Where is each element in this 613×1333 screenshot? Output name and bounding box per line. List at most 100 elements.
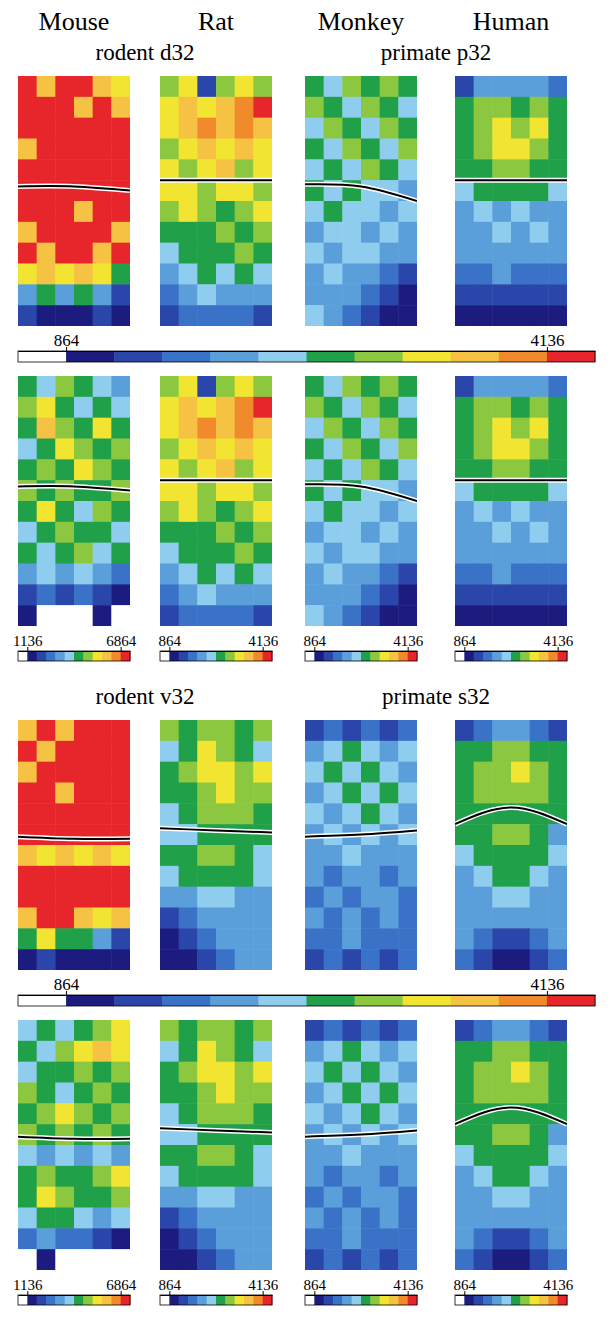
heatmap-cell — [37, 1083, 56, 1104]
heatmap-cell — [492, 418, 511, 439]
heatmap-cell — [197, 97, 216, 118]
heatmap-cell — [305, 522, 324, 543]
heatmap-cell — [55, 118, 74, 139]
heatmap-cell — [235, 949, 254, 970]
heatmap-cell — [455, 1145, 474, 1166]
heatmap-cell — [93, 201, 112, 222]
group-title: rodent v32 — [95, 684, 194, 709]
heatmap-cell — [197, 439, 216, 460]
colorbar-segment — [342, 651, 352, 661]
boundary-line — [160, 828, 272, 832]
heatmap-cell — [324, 284, 343, 305]
heatmap-cell — [305, 139, 324, 160]
heatmap-cell — [253, 584, 272, 605]
heatmap-cell — [216, 76, 235, 97]
heatmap-cell — [160, 1062, 179, 1083]
heatmap-cell — [37, 887, 56, 908]
tick-label: 6864 — [106, 633, 136, 649]
heatmap-cell — [74, 949, 93, 970]
heatmap-cell — [548, 97, 567, 118]
heatmap-cell — [55, 480, 74, 501]
heatmap-cell — [197, 720, 216, 741]
colorbar-segment — [511, 651, 521, 661]
heatmap-cell — [361, 97, 380, 118]
heatmap-cell — [305, 1145, 324, 1166]
heatmap-cell — [37, 118, 56, 139]
heatmap-cell — [474, 584, 493, 605]
heatmap-cell — [530, 845, 549, 866]
heatmap-cell — [160, 480, 179, 501]
heatmap-cell — [74, 866, 93, 887]
heatmap-cell — [455, 284, 474, 305]
heatmap-cell — [324, 1103, 343, 1124]
heatmap-cell — [160, 1166, 179, 1187]
heatmap-cell — [474, 159, 493, 180]
boundary-line — [160, 1128, 272, 1132]
heatmap-cell — [216, 439, 235, 460]
heatmap-cell — [253, 928, 272, 949]
heatmap-cell — [492, 76, 511, 97]
heatmap-cell — [74, 1041, 93, 1062]
heatmap-cell — [179, 1062, 198, 1083]
heatmap-cell — [474, 522, 493, 543]
heatmap-cell — [361, 139, 380, 160]
heatmap-cell — [492, 459, 511, 480]
tick: 4136 — [530, 975, 564, 995]
colorbar-axis: 8644136 — [19, 975, 596, 996]
heatmap-cell — [342, 1062, 361, 1083]
heatmap-cell — [548, 783, 567, 804]
heatmap-cell — [361, 762, 380, 783]
heatmap-cell — [160, 305, 179, 326]
tick: 864 — [54, 331, 80, 351]
column-title: Monkey — [318, 7, 405, 36]
heatmap-cell — [548, 418, 567, 439]
heatmap-cell — [93, 118, 112, 139]
colorbar — [160, 1295, 273, 1305]
heatmap-cell — [235, 1187, 254, 1208]
heatmap-cell — [492, 949, 511, 970]
heatmap-cell — [55, 584, 74, 605]
heatmap-cell — [253, 866, 272, 887]
colorbar-segment — [398, 1295, 408, 1305]
heatmap-cell — [111, 803, 130, 824]
heatmap-cell — [492, 439, 511, 460]
heatmap-cell — [548, 180, 567, 201]
heatmap-cell — [548, 459, 567, 480]
heatmap-cell — [253, 1041, 272, 1062]
colorbar — [18, 1295, 131, 1305]
heatmap-cell — [548, 522, 567, 543]
heatmap-cell — [253, 501, 272, 522]
heatmap-cell — [253, 97, 272, 118]
heatmap-cell — [253, 522, 272, 543]
heatmap-cell — [179, 866, 198, 887]
heatmap-cell — [530, 866, 549, 887]
heatmap-cell — [179, 908, 198, 929]
heatmap-cell — [253, 1062, 272, 1083]
heatmap-cell — [324, 118, 343, 139]
heatmap-cell — [398, 543, 417, 564]
heatmap-cell — [18, 605, 37, 626]
heatmap-cell — [398, 1249, 417, 1270]
heatmap-cell — [398, 720, 417, 741]
heatmap-cell — [18, 376, 37, 397]
heatmap-cell — [380, 783, 399, 804]
heatmap-cell — [160, 1020, 179, 1041]
heatmap-cell — [197, 264, 216, 285]
heatmap-cell — [111, 501, 130, 522]
heatmap-cell — [55, 418, 74, 439]
heatmap-cell — [216, 584, 235, 605]
heatmap-cell — [93, 1208, 112, 1229]
heatmap-cell — [216, 803, 235, 824]
heatmap-cell — [361, 76, 380, 97]
heatmap-cell — [548, 928, 567, 949]
heatmap-cell — [74, 762, 93, 783]
colorbar-segment — [547, 351, 596, 362]
heatmap-cell — [492, 1249, 511, 1270]
heatmap-cell — [548, 284, 567, 305]
colorbar-segment — [380, 651, 390, 661]
heatmap-cell — [160, 741, 179, 762]
colorbar-axis: 8644136 — [454, 633, 574, 652]
heatmap-cell — [111, 222, 130, 243]
heatmap-cell — [380, 1249, 399, 1270]
heatmap-cell — [74, 543, 93, 564]
